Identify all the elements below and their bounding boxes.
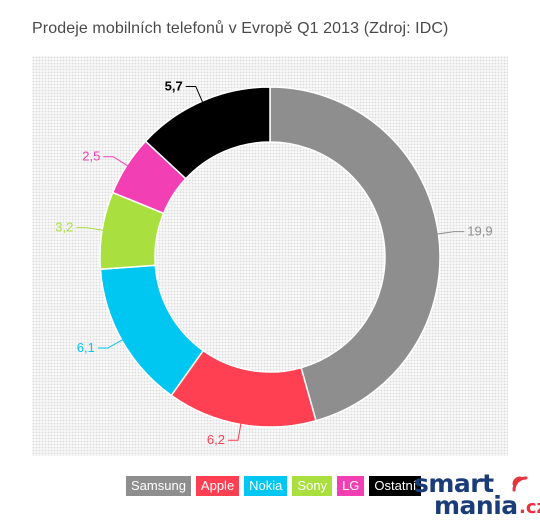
value-label-nokia: 6,1 (77, 340, 95, 355)
logo-text-mania: mania (434, 491, 518, 520)
legend-item-ostatní: Ostatní (369, 476, 422, 496)
leader-line-sony (76, 227, 105, 231)
value-label-lg: 2,5 (82, 149, 100, 164)
logo-text-smart: smart (414, 469, 494, 498)
leader-line-ostatní (185, 85, 204, 104)
value-label-ostatní: 5,7 (165, 78, 183, 93)
value-label-samsung: 19,9 (467, 224, 492, 239)
slice-samsung (269, 86, 441, 422)
donut-chart: 19,9 6,2 6,1 3,2 2,5 5,7 (55, 78, 492, 447)
legend-item-apple: Apple (195, 476, 240, 496)
value-labels-group: 19,9 6,2 6,1 3,2 2,5 5,7 (55, 78, 492, 447)
slice-ostatní (144, 86, 271, 180)
leader-line-samsung (436, 231, 465, 235)
leader-line-lg (103, 156, 129, 167)
wifi-signal-icon (512, 476, 528, 492)
chart-title: Prodeje mobilních telefonů v Evropě Q1 2… (32, 20, 449, 37)
logo-text-cz: .cz (519, 497, 540, 518)
smartmania-logo: smart mania .cz (414, 469, 540, 520)
leader-line-apple (227, 422, 242, 441)
legend-item-samsung: Samsung (126, 476, 191, 496)
leader-lines-group (76, 85, 465, 441)
leader-line-nokia (97, 338, 124, 349)
slices-group (99, 86, 441, 428)
value-label-sony: 3,2 (55, 220, 73, 235)
value-label-apple: 6,2 (207, 432, 225, 447)
legend-item-lg: LG (337, 476, 365, 496)
legend-item-sony: Sony (292, 476, 333, 496)
legend-item-nokia: Nokia (244, 476, 288, 496)
legend: Samsung Apple Nokia Sony LG Ostatní (126, 476, 422, 496)
